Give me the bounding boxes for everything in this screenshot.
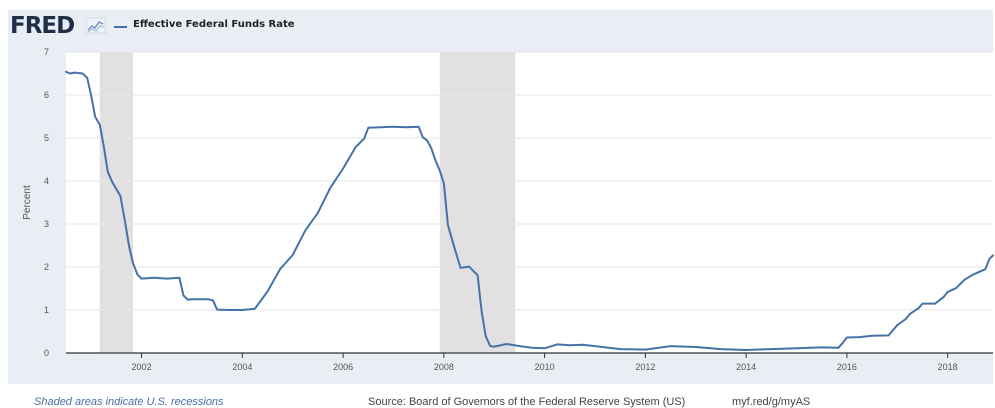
x-tick-label: 2002 bbox=[132, 362, 152, 372]
y-tick-label: 2 bbox=[44, 262, 49, 272]
x-tick-label: 2008 bbox=[434, 362, 454, 372]
plot-area bbox=[66, 52, 993, 353]
chart-line-icon bbox=[86, 17, 106, 34]
legend-swatch bbox=[114, 26, 127, 28]
series-line[interactable] bbox=[65, 70, 994, 351]
y-tick-label: 1 bbox=[44, 305, 49, 315]
y-tick-label: 3 bbox=[44, 219, 49, 229]
axes bbox=[66, 352, 993, 358]
y-tick-label: 6 bbox=[44, 90, 49, 100]
y-tick-label: 7 bbox=[44, 47, 49, 57]
source-text: Source: Board of Governors of the Federa… bbox=[368, 396, 686, 408]
grid-lines bbox=[66, 51, 993, 311]
x-tick-label: 2010 bbox=[535, 362, 555, 372]
legend-label[interactable]: Effective Federal Funds Rate bbox=[133, 19, 295, 30]
x-tick-label: 2012 bbox=[635, 362, 655, 372]
series-layer bbox=[65, 70, 994, 351]
x-tick-label: 2014 bbox=[736, 362, 756, 372]
recession-bands bbox=[99, 52, 516, 353]
x-tick-label: 2006 bbox=[333, 362, 353, 372]
y-axis-label: Percent bbox=[22, 185, 33, 220]
recession-band bbox=[99, 52, 134, 353]
recession-band bbox=[439, 52, 516, 353]
chart-header bbox=[8, 10, 993, 44]
y-tick-label: 4 bbox=[44, 176, 49, 186]
x-tick-label: 2016 bbox=[837, 362, 857, 372]
tick-labels: 0 1 2 3 4 5 6 7 2002 2004 2006 2008 2010 2012 2014 2016… bbox=[22, 47, 958, 372]
y-tick-label: 0 bbox=[44, 348, 49, 358]
fred-logo[interactable]: FRED bbox=[10, 13, 75, 39]
recession-note-link[interactable]: Shaded areas indicate U.S. recessions bbox=[34, 396, 224, 408]
x-tick-label: 2018 bbox=[938, 362, 958, 372]
y-tick-label: 5 bbox=[44, 133, 49, 143]
short-url[interactable]: myf.red/g/myAS bbox=[732, 396, 811, 408]
x-tick-label: 2004 bbox=[232, 362, 252, 372]
